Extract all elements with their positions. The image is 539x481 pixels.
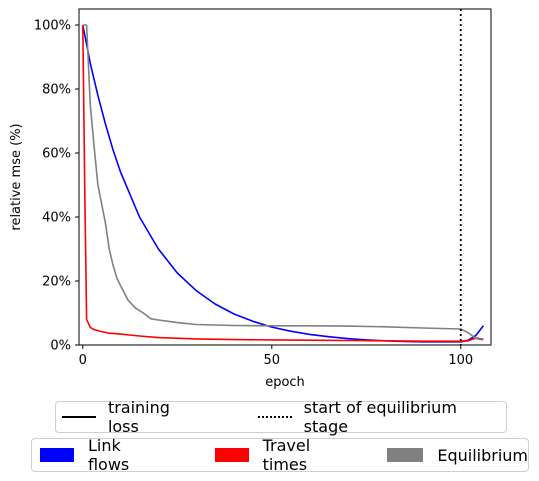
legend-line-styles: training loss start of equilibrium stage <box>55 398 507 436</box>
legend-item-training-loss: training loss <box>62 398 206 436</box>
legend-label-training-loss: training loss <box>107 398 170 436</box>
x-tick-label: 50 <box>263 353 280 368</box>
x-tick-label: 100 <box>448 353 473 368</box>
legend-item-equilibrium-stage: start of equilibrium stage <box>257 398 506 436</box>
y-tick-label: 100% <box>34 19 71 34</box>
travel-times-swatch <box>214 448 249 462</box>
chart: 0 50 100 0% 20% 40% 60% 80% 100% epoch relative … <box>9 8 492 390</box>
legend-label-link-flows: Link flows <box>87 436 130 474</box>
y-tick-label: 40% <box>42 211 71 226</box>
x-axis-label: epoch <box>265 375 305 390</box>
plot-frame <box>78 8 492 346</box>
y-tick-label: 80% <box>42 83 71 98</box>
legend-label-equilibrium: Equilibrium <box>437 445 528 465</box>
y-tick-label: 0% <box>50 339 71 354</box>
series-line-travel-times <box>82 24 484 343</box>
x-tick-label: 0 <box>79 353 87 368</box>
legend-item-link-flows: Link flows <box>40 436 163 474</box>
link-flows-swatch <box>40 448 74 462</box>
plot-area <box>79 9 491 345</box>
y-tick-label: 20% <box>42 275 71 290</box>
y-axis-label: relative mse (%) <box>9 123 24 230</box>
legend-label-travel-times: Travel times <box>262 436 311 474</box>
y-tick-label: 60% <box>42 147 71 162</box>
legend-item-equilibrium: Equilibrium <box>387 446 528 465</box>
equilibrium-swatch <box>387 448 424 462</box>
dotted-line-swatch <box>257 416 292 418</box>
series-line-equilibrium <box>82 24 484 341</box>
legend-label-equilibrium-stage: start of equilibrium stage <box>303 398 457 436</box>
legend-item-travel-times: Travel times <box>214 436 355 474</box>
solid-line-swatch <box>62 416 96 418</box>
legend-series: Link flows Travel times Equilibrium <box>31 436 529 474</box>
